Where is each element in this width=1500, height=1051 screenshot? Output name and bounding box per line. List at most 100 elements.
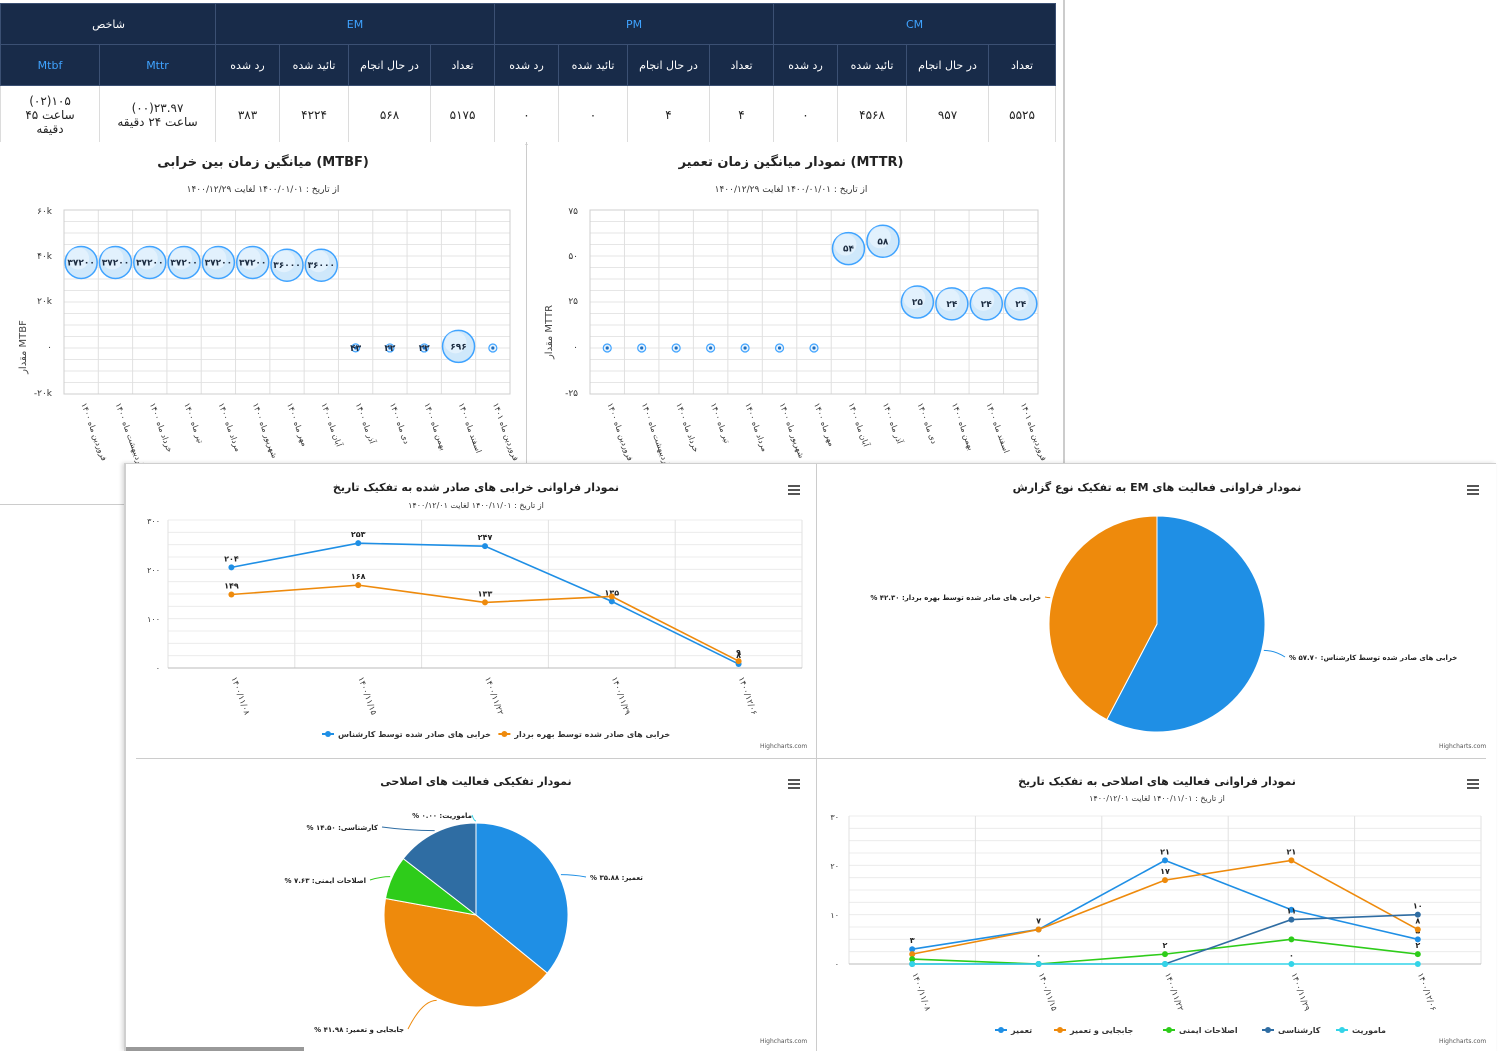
- x-tick-label: مرداد ماه ۱۴۰۰: [217, 402, 243, 453]
- data-label: ۸: [1415, 916, 1420, 925]
- kpi-value-cell: ۰: [494, 85, 560, 145]
- panel-divider: [816, 464, 817, 1051]
- kpi-value-row: (۰۲)۱۰۵ ساعت ۴۵ دقیقه (۰۰)۲۳.۹۷ ساعت ۲۴ …: [0, 85, 1057, 145]
- y-tick-label: ۰: [573, 343, 578, 353]
- x-tick-label: بهمن ماه ۱۴۰۰: [422, 402, 447, 452]
- series-point: [1035, 961, 1042, 967]
- chart-menu-icon[interactable]: [788, 485, 800, 495]
- kpi-col-header: رد شده: [215, 44, 281, 86]
- pie-connector: [381, 826, 435, 832]
- legend-item[interactable]: خرابی های صادر شده توسط کارشناس: [322, 730, 491, 740]
- chart-credits[interactable]: Highcharts.com: [1439, 1038, 1486, 1045]
- series-point: [1288, 916, 1295, 923]
- kpi-value-cell: ۵۶۸: [348, 85, 432, 145]
- legend-item[interactable]: ماموریت: [1336, 1026, 1386, 1035]
- chart-menu-icon[interactable]: [1467, 779, 1479, 789]
- legend-item[interactable]: اصلاحات ایمنی: [1163, 1026, 1238, 1035]
- data-point: ۲۲: [384, 343, 396, 354]
- series-point: [735, 658, 742, 665]
- y-axis-title: مقدار MTTR: [544, 305, 555, 360]
- bubble-core: [605, 346, 609, 350]
- series-point: [355, 540, 362, 547]
- pie-connector: [471, 814, 477, 822]
- plot-border: [589, 209, 1039, 395]
- pie-slice[interactable]: [1106, 515, 1266, 733]
- legend-swatch-dot: [501, 731, 508, 737]
- x-tick-label: فروردین ماه ۱۴۰۰: [79, 402, 108, 463]
- data-label: ۹: [736, 648, 741, 657]
- series-point: [1414, 911, 1421, 918]
- kpi-table: شاخص EM PM CM Mtbf Mttr رد شده تائید شده…: [0, 3, 1057, 145]
- series-point: [608, 598, 615, 605]
- data-point: ۳۷۲۰۰: [98, 245, 133, 280]
- chart-subtitle: از تاریخ : ۱۴۰۰/۱۱/۰۱ لغایت ۱۴۰۰/۱۲/۰۱: [408, 501, 544, 510]
- x-tick-label: دی ماه ۱۴۰۰: [388, 402, 411, 446]
- data-point: ۵۴: [831, 231, 866, 266]
- x-tick-label: دی ماه ۱۴۰۰: [916, 402, 939, 446]
- series-point: [1288, 857, 1295, 864]
- kpi-value-cell: ۰: [773, 85, 839, 145]
- kpi-col-header: تعداد: [709, 44, 775, 86]
- bubble-highlight: [204, 247, 227, 270]
- legend-label: کارشناسی: [1278, 1026, 1321, 1035]
- chart-subtitle: از تاریخ : ۱۴۰۰/۰۱/۰۱ لغایت ۱۴۰۰/۱۲/۲۹: [715, 185, 868, 195]
- kpi-col-mtbf: Mtbf: [0, 44, 100, 86]
- pie-slice[interactable]: [1048, 515, 1158, 721]
- scrollbar[interactable]: [126, 1047, 304, 1051]
- data-point: [602, 343, 612, 353]
- mttr-chart-panel: نمودار میانگین زمان تعمیر (MTTR) از تاری…: [528, 142, 1061, 463]
- y-tick-label: ۲۵: [568, 297, 578, 307]
- panel-divider: [526, 142, 527, 463]
- kpi-value-cell: ۹۵۷: [906, 85, 990, 145]
- legend-item[interactable]: خرابی های صادر شده توسط بهره بردار: [498, 730, 670, 739]
- plot-border: [63, 209, 511, 395]
- data-label: ۲۵۳: [351, 530, 366, 539]
- kpi-group-cm: CM: [773, 3, 1057, 45]
- y-tick-label: ۷۵: [568, 207, 578, 217]
- x-tick-label: آذر ماه ۱۴۰۰: [881, 401, 905, 445]
- y-tick-label: ۲۰k: [37, 297, 53, 307]
- legend-item[interactable]: تعمیر: [995, 1026, 1032, 1035]
- pie-connector: [407, 999, 437, 1030]
- chart-title: نمودار فراوانی خرابی های صادر شده به تفک…: [333, 481, 619, 494]
- x-tick-label: خرداد ماه ۱۴۰۰: [674, 402, 700, 454]
- data-label: ۳۷۲۰۰: [239, 258, 266, 268]
- kpi-col-header: در حال انجام: [348, 44, 432, 86]
- x-tick-label: شهریور ماه ۱۴۰۰: [778, 402, 806, 460]
- pie-slice[interactable]: [383, 897, 549, 1008]
- data-label: ۲۲: [384, 344, 395, 354]
- bubble-highlight: [1006, 288, 1029, 311]
- chart-credits[interactable]: Highcharts.com: [760, 743, 807, 750]
- pie-slice[interactable]: [475, 822, 569, 974]
- y-tick-label: ۰: [156, 664, 160, 673]
- chart-credits[interactable]: Highcharts.com: [760, 1038, 807, 1045]
- pie-slice[interactable]: [402, 822, 477, 917]
- dashboard-overlay: نمودار فراوانی خرابی های صادر شده به تفک…: [124, 463, 1496, 1051]
- data-point: [671, 343, 681, 353]
- data-point: [637, 343, 647, 353]
- data-label: ۰: [1036, 951, 1041, 960]
- legend-item[interactable]: کارشناسی: [1262, 1026, 1321, 1035]
- legend-swatch-dot: [1057, 1027, 1063, 1033]
- chart-menu-icon[interactable]: [788, 779, 800, 789]
- legend-swatch-dot: [1265, 1027, 1271, 1033]
- pie-label: % اصلاحات ایمنی: ۷.۶۳: [285, 877, 366, 885]
- y-tick-label: ۶۰k: [37, 207, 53, 217]
- y-tick-label: ۲۰۰: [147, 566, 160, 575]
- x-tick-label: تیر ماه ۱۴۰۰: [182, 402, 205, 445]
- y-axis-title: مقدار MTBF: [18, 320, 29, 375]
- series-point: [909, 956, 916, 963]
- bubble-highlight: [937, 288, 960, 311]
- x-tick-label: مرداد ماه ۱۴۰۰: [743, 402, 769, 453]
- x-tick-label: آذر ماه ۱۴۰۰: [354, 401, 378, 445]
- data-label: ۱۰: [1413, 902, 1423, 911]
- chart-menu-icon[interactable]: [1467, 485, 1479, 495]
- y-tick-label: ۲۰: [830, 862, 839, 871]
- kpi-value-mttr: (۰۰)۲۳.۹۷ ساعت ۲۴ دقیقه: [98, 85, 217, 145]
- legend-item[interactable]: جابجایی و تعمیر: [1054, 1026, 1134, 1035]
- chart-credits[interactable]: Highcharts.com: [1439, 743, 1486, 750]
- kpi-group-em: EM: [215, 3, 496, 45]
- series-point: [228, 564, 235, 571]
- x-tick-label: تیر ماه ۱۴۰۰: [709, 402, 732, 445]
- data-label: ۲۴: [946, 300, 957, 310]
